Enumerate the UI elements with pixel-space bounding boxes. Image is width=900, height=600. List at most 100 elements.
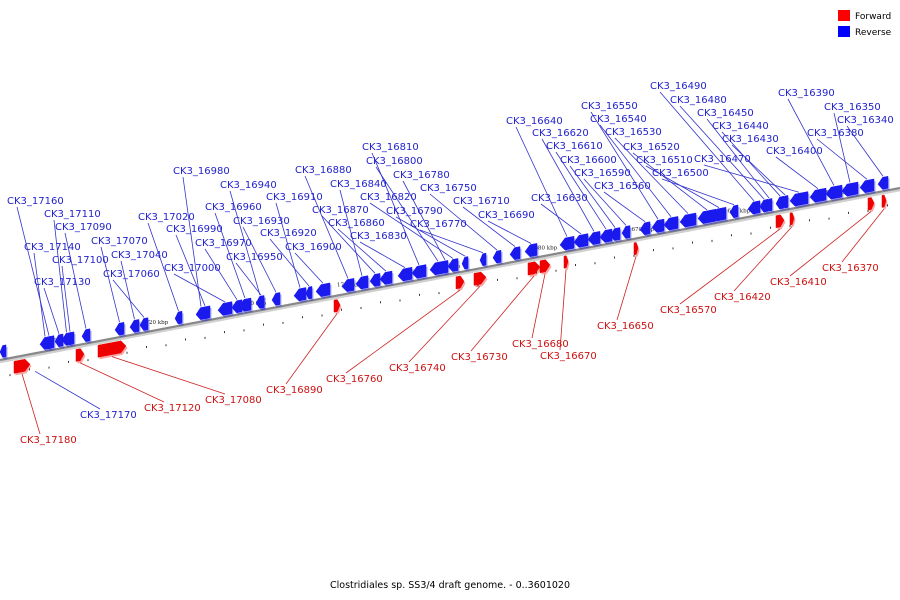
reverse-gene-ck3-17020[interactable] [174,310,184,326]
reverse-gene-ck3-16510[interactable] [711,206,728,223]
leader-line [235,262,262,296]
leader-line [285,313,338,385]
reverse-gene-ck3-16560[interactable] [639,221,652,237]
reverse-gene-ck3-16390[interactable] [825,184,844,202]
leader-line [470,275,535,352]
forward-gene-ck3-16410[interactable] [867,197,876,213]
leader-line [733,226,793,292]
reverse-gene-label: CK3_16390 [778,88,835,99]
forward-gene-label: CK3_16890 [266,385,323,396]
reverse-gene-label: CK3_16920 [260,228,317,239]
forward-gene-ck3-16760[interactable] [455,275,466,291]
reverse-gene-ck3-16630[interactable] [573,233,590,250]
reverse-gene-ck3-17130[interactable] [54,333,65,349]
legend-reverse-label: Reverse [855,28,892,38]
reverse-gene-ck3-16380[interactable] [859,178,876,195]
reverse-gene-ck3-16540[interactable] [663,216,680,233]
reverse-gene-ck3-16840[interactable] [355,275,370,292]
reverse-gene-ck3-17040[interactable] [129,319,141,335]
leader-line [731,144,786,196]
reverse-gene-ck3-17090[interactable] [81,328,92,344]
reverse-gene-label: CK3_16780 [393,170,450,181]
reverse-gene-ck3-16810[interactable] [411,264,428,281]
reverse-gene-ck3-16830[interactable] [397,266,414,283]
reverse-gene-ck3-16950[interactable] [257,295,266,311]
leader-line [111,356,226,395]
forward-gene-ck3-16650[interactable] [633,242,640,257]
reverse-gene-ck3-16600[interactable] [609,227,622,243]
reverse-gene-ck3-16910[interactable] [293,287,308,303]
reverse-gene-ck3-16430[interactable] [781,195,790,211]
reverse-gene-label: CK3_16540 [590,114,647,125]
reverse-gene-ck3-16790[interactable] [461,256,470,272]
reverse-gene-ck3-16550[interactable] [651,218,666,235]
reverse-gene-ck3-16900[interactable] [315,282,332,299]
reverse-gene-ck3-16780[interactable] [441,260,450,276]
reverse-gene-ck3-16820[interactable] [447,258,460,274]
legend-forward-label: Forward [855,12,891,22]
leader-line [33,252,46,337]
forward-gene-ck3-16420[interactable] [789,212,796,228]
reverse-gene-ck3-16970[interactable] [231,299,244,315]
forward-gene-ck3-16890[interactable] [333,299,342,315]
forward-gene-ck3-16740[interactable] [473,271,488,288]
reverse-gene-ck3-16470[interactable] [789,191,810,209]
leader-line [419,229,484,254]
reverse-gene-ck3-16920[interactable] [305,286,314,302]
leader-line [555,151,607,230]
reverse-gene-ck3-16500[interactable] [729,204,740,220]
reverse-gene-ck3-16490[interactable] [747,200,762,217]
reverse-gene-ck3-16980[interactable] [195,306,208,322]
forward-gene-ck3-17080[interactable] [97,340,128,360]
reverse-gene-label: CK3_16350 [824,102,881,113]
forward-gene-label: CK3_16410 [770,277,827,288]
forward-gene-ck3-16730[interactable] [527,261,542,278]
reverse-gene-ck3-16590[interactable] [621,225,632,241]
forward-gene-ck3-16570[interactable] [775,214,786,230]
leader-line [79,362,165,403]
forward-gene-ck3-17180[interactable] [13,358,32,376]
leader-line [16,206,50,336]
reverse-gene-ck3-16450[interactable] [765,198,774,214]
forward-gene-ck3-16370[interactable] [881,194,888,210]
forward-gene-ck3-16680[interactable] [539,259,552,275]
reverse-gene-ck3-16530[interactable] [679,212,698,230]
reverse-gene-ck3-16880[interactable] [341,278,356,294]
reverse-gene-label: CK3_17140 [24,242,81,253]
reverse-gene-ck3-17070[interactable] [114,321,126,338]
reverse-gene-ck3-17060[interactable] [139,317,150,333]
reverse-gene-label: CK3_17000 [164,263,221,274]
reverse-gene-ck3-16930[interactable] [271,292,282,308]
leader-line [590,111,659,220]
leader-line [616,256,637,321]
forward-gene-ck3-16670[interactable] [563,255,570,271]
forward-gene-ck3-17120[interactable] [75,348,86,364]
reverse-gene-ck3-17100[interactable] [65,331,76,347]
leader-line [721,131,781,197]
reverse-gene-label: CK3_16900 [285,242,342,253]
reverse-gene-label: CK3_16950 [226,252,283,263]
reverse-gene-label: CK3_16340 [837,115,894,126]
reverse-gene-ck3-16640[interactable] [559,235,576,253]
leader-line [269,238,310,287]
reverse-gene-ck3-16690[interactable] [524,243,539,259]
reverse-gene-ck3-16860[interactable] [379,270,394,287]
leader-line [462,206,516,247]
reverse-gene-ck3-17140[interactable] [39,336,52,352]
reverse-gene-ck3-17000[interactable] [217,301,234,318]
reverse-gene-label: CK3_17090 [55,222,112,233]
reverse-gene-ck3-16770[interactable] [479,252,488,268]
reverse-gene-label: CK3_16840 [330,179,387,190]
reverse-gene-label: CK3_16520 [623,142,680,153]
reverse-gene-ck3-16620[interactable] [587,231,602,247]
reverse-gene-ck3-16710[interactable] [509,246,522,262]
reverse-gene-ck3-16340[interactable] [877,175,890,192]
reverse-gene-label: CK3_16530 [605,127,662,138]
leader-line [395,216,466,257]
reverse-gene-ck3-16400[interactable] [809,187,828,205]
leader-line [120,260,135,320]
reverse-gene-ck3-16350[interactable] [841,181,860,199]
reverse-gene-ck3-16870[interactable] [369,273,382,289]
leader-line [359,241,406,268]
reverse-gene-ck3-16750[interactable] [492,249,503,266]
